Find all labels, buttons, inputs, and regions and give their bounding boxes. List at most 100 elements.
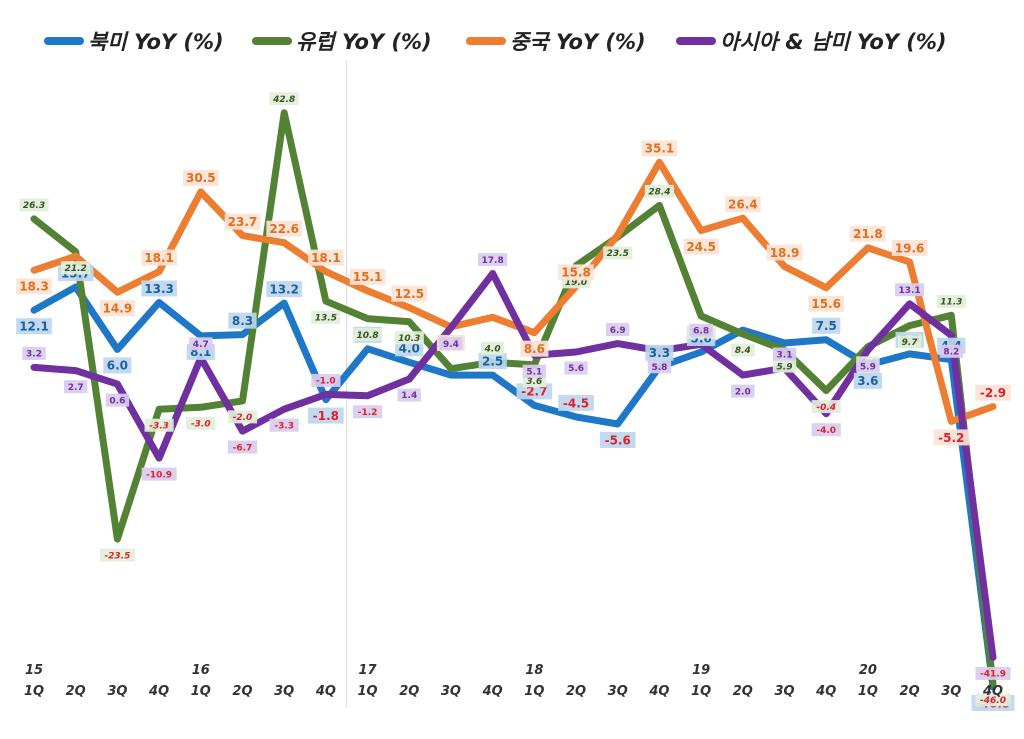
data-label: 3.3 — [645, 344, 674, 361]
data-label-text: 15.8 — [561, 266, 591, 280]
data-label-text: 13.1 — [898, 286, 920, 296]
data-label-text: -4.0 — [816, 426, 836, 436]
x-tick-year: 20 — [859, 663, 877, 678]
data-label-text: -2.9 — [980, 386, 1006, 400]
data-label-bg — [603, 246, 633, 260]
data-label-bg — [99, 548, 135, 562]
legend-entry: 중국 YoY (%) — [466, 30, 646, 54]
data-label: 4.0 — [480, 341, 505, 355]
x-tick-quarter: 1Q — [358, 684, 378, 699]
data-label: 11.3 — [936, 294, 966, 308]
x-tick-quarter: 2Q — [399, 684, 419, 699]
data-label-text: 2.0 — [735, 387, 751, 397]
data-label-bg — [227, 410, 258, 424]
data-label: 15.8 — [558, 264, 594, 281]
x-tick-quarter: 3Q — [774, 684, 794, 699]
data-label-bg — [478, 353, 507, 370]
data-label-bg — [266, 220, 302, 237]
data-label: 10.3 — [394, 331, 424, 345]
data-label-bg — [391, 285, 428, 302]
data-label-text: -5.6 — [605, 433, 631, 447]
legend-entry: 아시아 & 남미 YoY (%) — [676, 30, 947, 54]
data-label: -0.4 — [811, 400, 841, 414]
data-label-text: 28.4 — [648, 188, 670, 198]
data-label-bg — [558, 394, 594, 411]
data-label-text: 15.6 — [811, 297, 841, 311]
data-label-text: 21.8 — [853, 227, 883, 241]
data-label: -23.5 — [99, 548, 135, 562]
data-label-bg — [105, 393, 130, 407]
data-label-bg — [811, 400, 841, 414]
x-tick-quarter: 4Q — [148, 684, 169, 699]
data-label-text: 8.6 — [524, 342, 545, 356]
data-label: 3.6 — [853, 372, 883, 389]
data-label-text: -3.3 — [274, 421, 294, 431]
data-label-bg — [61, 261, 91, 275]
data-label-bg — [16, 318, 52, 335]
data-label: 21.2 — [61, 261, 91, 275]
data-label: -46.0 — [975, 693, 1011, 707]
legend-label: 유럽 YoY (%) — [296, 30, 432, 54]
data-label-text: 5.8 — [651, 363, 667, 373]
data-label-bg — [975, 384, 1011, 401]
data-label: 13.5 — [311, 310, 341, 324]
data-label-text: 30.5 — [186, 171, 216, 185]
data-label-bg — [520, 340, 549, 357]
data-label-text: 42.8 — [272, 95, 295, 105]
data-label-text: 9.7 — [902, 338, 919, 348]
data-label-text: 18.3 — [19, 280, 49, 294]
data-label: 5.9 — [856, 359, 880, 373]
data-label: 18.1 — [308, 249, 344, 266]
data-label: 21.8 — [850, 225, 886, 242]
data-label: 18.1 — [141, 249, 177, 266]
x-tick-year: 18 — [525, 663, 543, 678]
data-label-bg — [731, 384, 755, 398]
data-label-bg — [689, 323, 713, 337]
data-label-text: 4.7 — [193, 340, 209, 350]
data-label-text: -1.2 — [358, 408, 378, 418]
data-label-text: -46.0 — [980, 696, 1006, 706]
data-label: 17.8 — [478, 253, 508, 267]
data-label-bg — [394, 331, 424, 345]
data-label-bg — [936, 294, 966, 308]
legend-entry: 유럽 YoY (%) — [252, 30, 432, 54]
data-label-bg — [808, 295, 845, 312]
data-label: 6.9 — [606, 323, 630, 337]
data-label-bg — [224, 213, 261, 230]
data-label-text: 4.0 — [484, 345, 501, 355]
data-label-text: -2.0 — [233, 413, 253, 423]
legend-label: 북미 YoY (%) — [88, 30, 224, 54]
data-label-bg — [311, 373, 341, 387]
data-label-bg — [395, 340, 424, 357]
data-label-text: 18.1 — [311, 251, 341, 265]
data-label-text: 6.0 — [107, 359, 128, 373]
data-label-text: 3.6 — [857, 374, 878, 388]
data-label-bg — [480, 341, 505, 355]
data-label-text: 14.9 — [103, 302, 133, 316]
data-label-text: 0.6 — [109, 396, 125, 406]
data-label-bg — [478, 253, 508, 267]
data-label-text: 26.4 — [728, 198, 758, 212]
data-label: 0.6 — [105, 393, 130, 407]
data-label: -5.2 — [933, 429, 970, 446]
series-line — [30, 158, 997, 425]
data-label: -3.0 — [186, 416, 216, 430]
data-label: 2.0 — [731, 384, 755, 398]
x-tick-quarter: 3Q — [608, 684, 628, 699]
data-label-bg — [895, 283, 925, 297]
data-label-text: 6.9 — [610, 326, 626, 336]
data-label: 5.8 — [647, 360, 672, 374]
series-line — [30, 270, 997, 661]
data-label-text: 19.6 — [895, 241, 925, 255]
data-label: 12.5 — [391, 285, 428, 302]
data-label-text: 3.3 — [649, 346, 670, 360]
data-label: 35.1 — [641, 140, 678, 157]
x-tick-year: 16 — [192, 663, 210, 678]
data-label: 23.7 — [224, 213, 261, 230]
x-tick-quarter: 2Q — [566, 684, 586, 699]
data-label-bg — [311, 310, 341, 324]
data-label: 5.6 — [564, 361, 588, 375]
data-label-text: 5.1 — [526, 367, 542, 377]
